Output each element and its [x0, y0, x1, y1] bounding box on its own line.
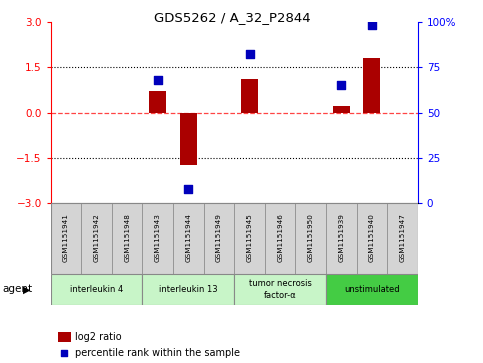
- Point: [60, 350, 68, 355]
- Bar: [142, 274, 234, 305]
- Bar: [204, 203, 234, 274]
- Bar: [234, 274, 326, 305]
- Bar: [149, 91, 166, 113]
- Bar: [173, 203, 204, 274]
- Text: GSM1151939: GSM1151939: [338, 213, 344, 262]
- Bar: [364, 58, 380, 113]
- Bar: [112, 203, 142, 274]
- Text: GSM1151950: GSM1151950: [308, 213, 314, 262]
- Bar: [51, 203, 81, 274]
- Point: [368, 23, 376, 28]
- Text: GSM1151945: GSM1151945: [246, 213, 253, 262]
- Point: [246, 52, 254, 57]
- Bar: [265, 203, 296, 274]
- Bar: [296, 203, 326, 274]
- Text: GSM1151949: GSM1151949: [216, 213, 222, 262]
- Bar: [180, 113, 197, 166]
- Bar: [241, 79, 258, 113]
- Bar: [326, 274, 418, 305]
- Text: GSM1151942: GSM1151942: [94, 213, 99, 262]
- Text: agent: agent: [2, 285, 32, 294]
- Bar: [356, 203, 387, 274]
- Bar: [51, 274, 142, 305]
- Point: [185, 186, 192, 192]
- Text: GSM1151941: GSM1151941: [63, 213, 69, 262]
- Text: interleukin 4: interleukin 4: [70, 285, 123, 294]
- Text: unstimulated: unstimulated: [344, 285, 400, 294]
- Bar: [387, 203, 418, 274]
- Text: GSM1151940: GSM1151940: [369, 213, 375, 262]
- Bar: [234, 203, 265, 274]
- Text: tumor necrosis
factor-α: tumor necrosis factor-α: [249, 280, 312, 299]
- Text: log2 ratio: log2 ratio: [74, 332, 121, 342]
- Text: percentile rank within the sample: percentile rank within the sample: [74, 348, 240, 358]
- Bar: [142, 203, 173, 274]
- Bar: [81, 203, 112, 274]
- Text: GSM1151944: GSM1151944: [185, 213, 191, 262]
- Text: GSM1151946: GSM1151946: [277, 213, 283, 262]
- Bar: [58, 332, 71, 342]
- Point: [338, 82, 345, 88]
- Text: GSM1151947: GSM1151947: [399, 213, 406, 262]
- Text: interleukin 13: interleukin 13: [159, 285, 218, 294]
- Text: GSM1151943: GSM1151943: [155, 213, 161, 262]
- Point: [154, 77, 162, 83]
- Text: GSM1151948: GSM1151948: [124, 213, 130, 262]
- Bar: [326, 203, 356, 274]
- Text: GDS5262 / A_32_P2844: GDS5262 / A_32_P2844: [154, 11, 310, 24]
- Bar: [333, 106, 350, 113]
- Text: ▶: ▶: [23, 285, 30, 294]
